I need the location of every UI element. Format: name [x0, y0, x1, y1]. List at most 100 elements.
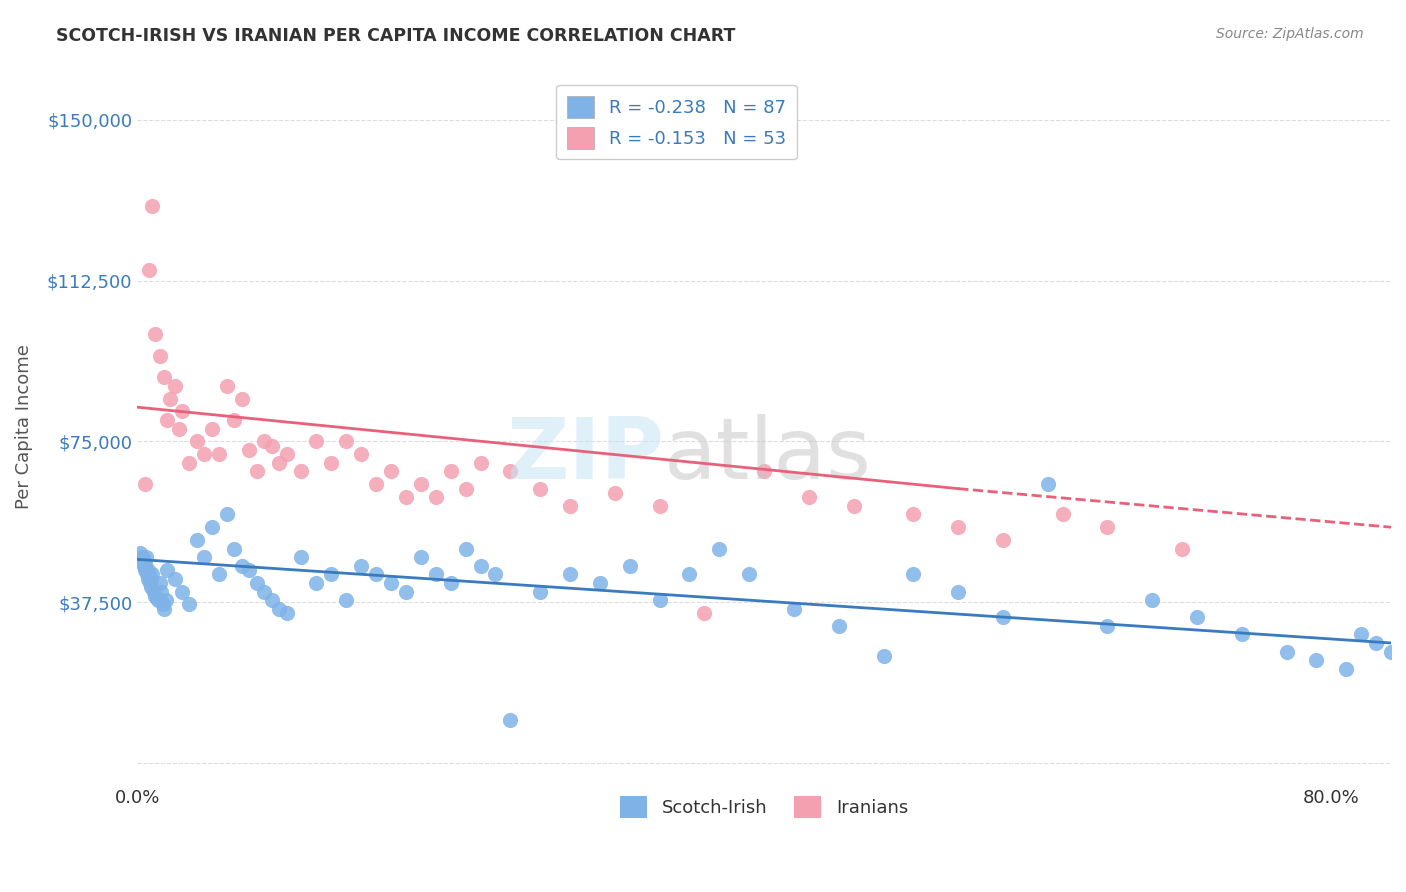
Point: [155, 593, 177, 607]
Point: [842, 499, 865, 513]
Point: [1097, 520, 1119, 534]
Point: [678, 567, 700, 582]
Point: [201, 422, 224, 436]
Point: [558, 567, 581, 582]
Point: [149, 576, 172, 591]
Point: [246, 576, 269, 591]
Point: [231, 392, 253, 406]
Point: [1350, 627, 1372, 641]
Point: [136, 563, 159, 577]
Point: [440, 465, 463, 479]
Point: [134, 557, 156, 571]
Point: [138, 263, 160, 277]
Y-axis label: Per Capita Income: Per Capita Income: [15, 344, 32, 509]
Point: [872, 648, 894, 663]
Text: SCOTCH-IRISH VS IRANIAN PER CAPITA INCOME CORRELATION CHART: SCOTCH-IRISH VS IRANIAN PER CAPITA INCOM…: [56, 27, 735, 45]
Point: [648, 499, 671, 513]
Point: [903, 567, 925, 582]
Point: [409, 477, 432, 491]
Point: [276, 606, 298, 620]
Point: [454, 482, 477, 496]
Point: [1036, 477, 1059, 491]
Point: [163, 572, 186, 586]
Point: [335, 434, 357, 449]
Point: [484, 567, 506, 582]
Point: [246, 465, 269, 479]
Point: [138, 567, 160, 582]
Point: [132, 552, 155, 566]
Point: [425, 567, 447, 582]
Text: Source: ZipAtlas.com: Source: ZipAtlas.com: [1216, 27, 1364, 41]
Point: [135, 550, 157, 565]
Legend: Scotch-Irish, Iranians: Scotch-Irish, Iranians: [613, 789, 915, 825]
Point: [305, 434, 328, 449]
Point: [163, 378, 186, 392]
Point: [1365, 636, 1388, 650]
Point: [141, 567, 163, 582]
Point: [946, 584, 969, 599]
Point: [991, 533, 1014, 547]
Point: [231, 558, 253, 573]
Point: [425, 490, 447, 504]
Point: [364, 477, 387, 491]
Point: [145, 591, 167, 605]
Point: [946, 520, 969, 534]
Point: [1395, 653, 1406, 667]
Point: [1052, 508, 1074, 522]
Point: [440, 576, 463, 591]
Point: [170, 404, 193, 418]
Point: [170, 584, 193, 599]
Point: [290, 550, 312, 565]
Point: [156, 413, 179, 427]
Point: [290, 465, 312, 479]
Point: [208, 567, 231, 582]
Point: [146, 593, 169, 607]
Point: [260, 439, 283, 453]
Point: [193, 550, 215, 565]
Point: [201, 520, 224, 534]
Point: [238, 563, 260, 577]
Point: [179, 598, 201, 612]
Point: [395, 584, 418, 599]
Point: [589, 576, 612, 591]
Point: [136, 567, 159, 582]
Point: [260, 593, 283, 607]
Text: atlas: atlas: [664, 414, 872, 497]
Point: [603, 486, 626, 500]
Point: [186, 434, 208, 449]
Point: [179, 456, 201, 470]
Point: [335, 593, 357, 607]
Point: [648, 593, 671, 607]
Point: [350, 447, 373, 461]
Point: [142, 584, 165, 599]
Point: [129, 546, 152, 560]
Point: [150, 584, 173, 599]
Point: [267, 456, 290, 470]
Point: [783, 601, 806, 615]
Point: [350, 558, 373, 573]
Point: [139, 572, 162, 586]
Point: [752, 465, 775, 479]
Point: [143, 589, 166, 603]
Point: [253, 434, 276, 449]
Point: [159, 392, 181, 406]
Point: [619, 558, 641, 573]
Point: [529, 482, 551, 496]
Point: [276, 447, 298, 461]
Point: [141, 580, 163, 594]
Point: [529, 584, 551, 599]
Point: [1140, 593, 1163, 607]
Point: [991, 610, 1014, 624]
Point: [1379, 644, 1402, 658]
Text: ZIP: ZIP: [506, 414, 664, 497]
Point: [215, 378, 238, 392]
Point: [470, 558, 492, 573]
Point: [186, 533, 208, 547]
Point: [321, 456, 343, 470]
Point: [499, 465, 522, 479]
Point: [224, 541, 246, 556]
Point: [253, 584, 276, 599]
Point: [709, 541, 731, 556]
Point: [131, 554, 153, 568]
Point: [395, 490, 418, 504]
